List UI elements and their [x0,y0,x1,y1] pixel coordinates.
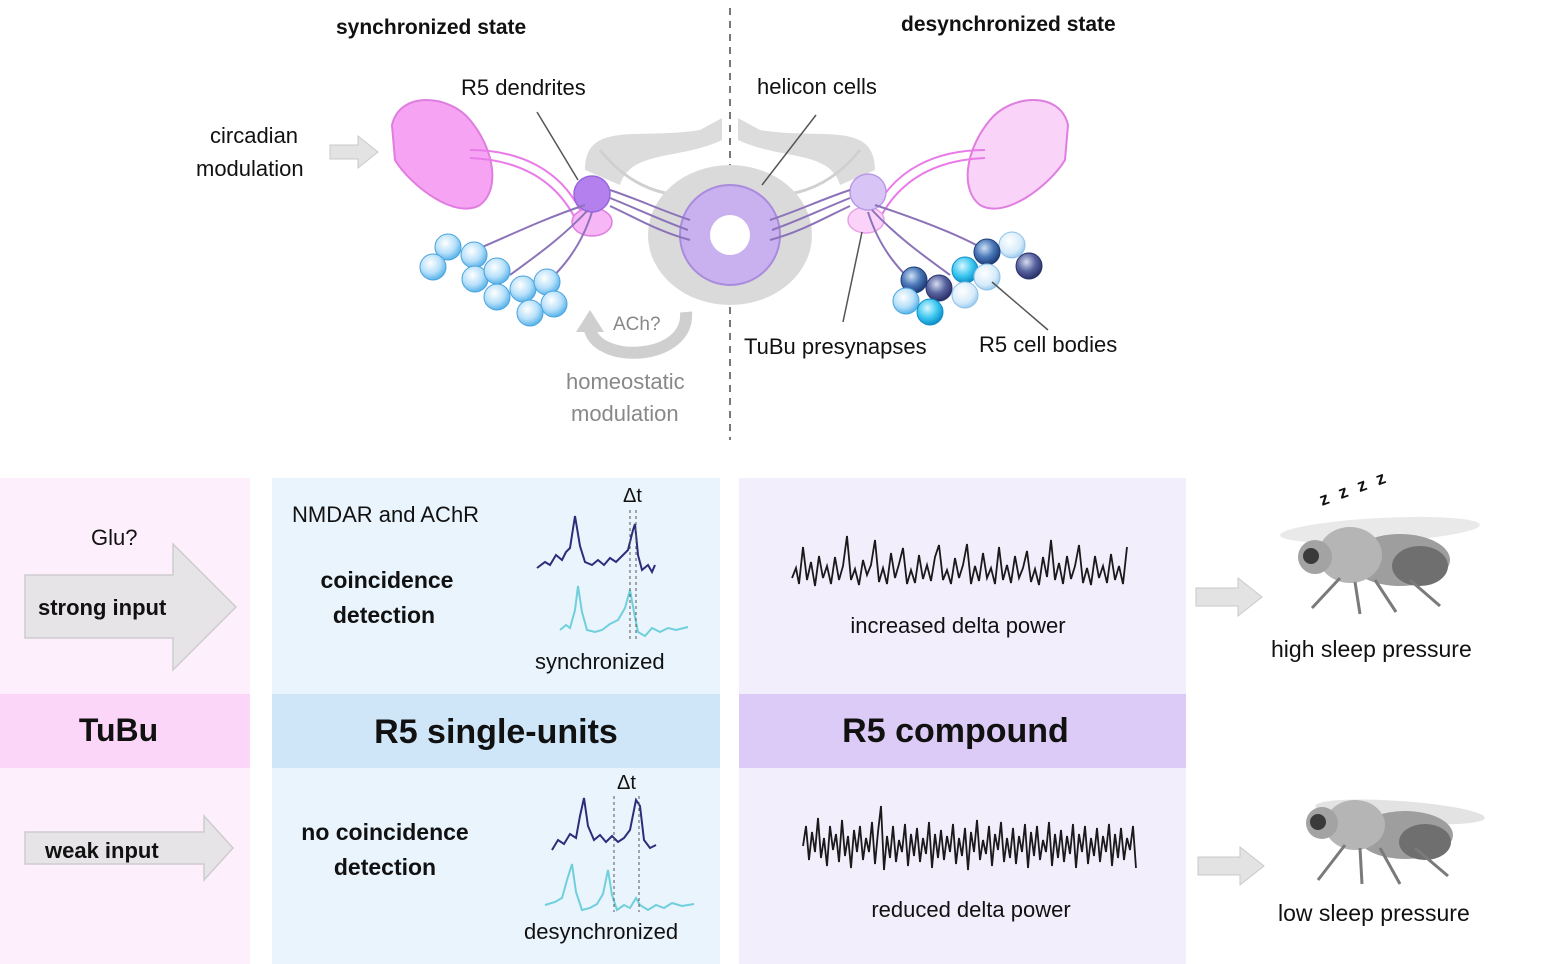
desync-state-title: desynchronized state [901,13,1116,36]
compound-band-label: R5 compound [842,712,1069,750]
weak-input-label: weak input [45,838,159,863]
single-units-band [272,694,720,768]
fly-low-sleep-pressure [1306,799,1485,885]
desync-traces [544,796,695,912]
tubu-band-label: TuBu [78,712,159,748]
tubu-presynapses-label: TuBu presynapses [744,334,927,359]
no-coincidence-label-2: detection [333,854,437,880]
glu-label: Glu? [91,525,138,550]
compound-trace-high [791,535,1128,587]
high-outcome-arrow [1195,576,1263,618]
sync-traces [536,510,689,640]
synchronized-label: synchronized [535,649,665,674]
ach-label: ACh? [613,314,661,335]
coincidence-label-2: detection [332,602,436,628]
tubu-presynapse-right [847,206,885,234]
increased-delta-label: increased delta power [850,613,1066,638]
strong-input-label: strong input [38,595,167,620]
homeostatic-arrow [576,310,693,359]
homeostatic-label-2: modulation [571,401,679,426]
homeostatic-label-1: homeostatic [566,369,685,394]
circadian-label-1: circadian [210,123,299,148]
high-sleep-pressure-label: high sleep pressure [1271,636,1472,662]
tubu-band [0,694,250,768]
circadian-label-2: modulation [196,156,304,181]
leader-helicon [761,114,817,186]
helicon-cells-label: helicon cells [757,74,877,99]
single-units-band-label: R5 single-units [374,713,618,751]
fly-high-sleep-pressure [1280,516,1480,615]
r5-dendrite-right [849,173,887,211]
leader-r5-dendrites [536,111,579,181]
weak-input-arrow [24,814,235,882]
tubu-neuropil-left [390,99,494,210]
r5-cell-bodies-label: R5 cell bodies [979,332,1118,357]
delta-t-bottom: Δt [617,772,636,794]
leader-r5-cell-bodies [991,281,1049,331]
desynchronized-label: desynchronized [524,919,679,944]
r5-dendrites-label: R5 dendrites [461,75,586,100]
tubu-neuropil-right [966,99,1070,210]
low-outcome-arrow [1197,845,1265,887]
circadian-arrow [329,134,379,170]
sync-state-title: synchronized state [336,16,527,39]
receptors-label: NMDAR and AChR [292,502,480,527]
ellipsoid-canal [710,215,750,255]
compound-band [739,694,1186,768]
coincidence-label-1: coincidence [320,567,454,593]
low-sleep-pressure-label: low sleep pressure [1278,900,1470,926]
r5-cell-bodies-left [419,233,568,327]
r5-cell-bodies-right [892,231,1043,326]
strong-input-arrow [24,542,238,672]
delta-t-top: Δt [623,485,642,507]
leader-tubu-presynapses [842,231,863,323]
compound-trace-low [802,805,1137,871]
reduced-delta-label: reduced delta power [871,897,1071,922]
no-coincidence-label-1: no coincidence [301,819,469,845]
